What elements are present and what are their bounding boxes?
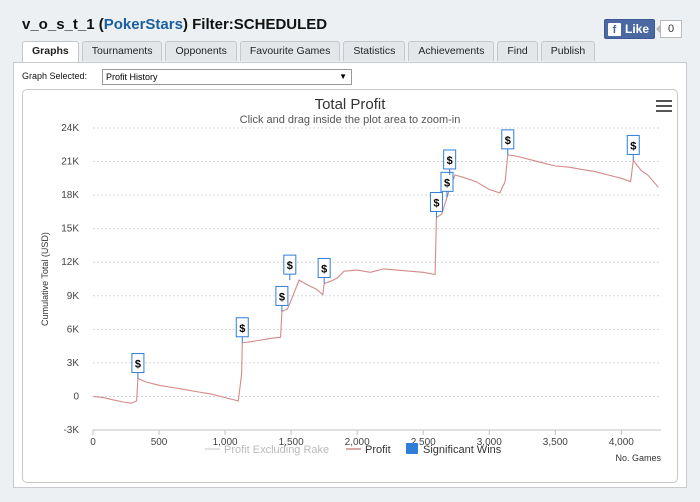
x-axis-ticks: 0 500 1,000 1,500 2,000 2,500 3,000 3,500 4,000 [90, 430, 634, 448]
y-tick-label: 6K [67, 324, 80, 335]
significant-win-flag: $ [317, 257, 331, 284]
x-tick-label: 2,000 [345, 437, 370, 448]
dollar-icon: $ [630, 140, 636, 152]
dollar-icon: $ [444, 177, 450, 189]
graph-select-value: Profit History [106, 72, 158, 82]
flag-box [429, 191, 443, 212]
y-tick-label: 18K [61, 190, 79, 201]
y-tick-label: 12K [61, 257, 79, 268]
like-count: 0 [656, 20, 683, 38]
legend-label: Profit Excluding Rake [224, 444, 329, 456]
significant-win-flag: $ [429, 191, 443, 218]
graphs-panel: Graph Selected: Profit History ▼ Total P… [13, 62, 687, 488]
dropdown-arrow-icon: ▼ [339, 72, 347, 81]
significant-win-flag: $ [443, 149, 457, 175]
y-tick-label: 15K [61, 224, 79, 235]
flag-box [235, 317, 249, 338]
significant-win-flag: $ [275, 285, 289, 312]
flag-box [275, 285, 289, 306]
tab-publish[interactable]: Publish [540, 41, 596, 61]
y-tick-label: 24K [61, 123, 79, 134]
tab-tournaments[interactable]: Tournaments [81, 41, 163, 61]
legend-label: Profit [365, 444, 391, 456]
chart-title: Total Profit [314, 96, 386, 113]
flag-box [283, 254, 297, 275]
facebook-like-widget: f Like 0 [604, 19, 683, 39]
dollar-icon: $ [505, 135, 511, 147]
dollar-icon: $ [135, 359, 141, 371]
x-tick-label: 3,500 [543, 437, 568, 448]
flag-box [317, 257, 331, 278]
x-tick-label: 0 [90, 437, 96, 448]
tab-opponents[interactable]: Opponents [165, 41, 237, 61]
x-tick-label: 500 [151, 437, 168, 448]
dollar-icon: $ [433, 197, 439, 209]
chart-legend: Profit Excluding Rake Profit Significant W… [205, 443, 502, 456]
flag-box [626, 134, 640, 155]
chart-subtitle: Click and drag inside the plot area to z… [239, 114, 461, 126]
legend-label: Significant Wins [423, 444, 502, 456]
graph-select[interactable]: Profit History ▼ [102, 69, 352, 85]
filter-label: Filter:SCHEDULED [192, 16, 328, 33]
significant-wins-markers: $ $ $ $ $ $ $ $ $ $ [131, 129, 640, 379]
flag-box [501, 129, 515, 150]
y-axis-ticks: 24K 21K 18K 15K 12K 9K 6K 3K 0 -3K [61, 123, 79, 436]
page-title: v_o_s_t_1 (PokerStars) Filter:SCHEDULED [22, 16, 328, 33]
significant-win-flag: $ [131, 353, 145, 379]
x-tick-label: 1,000 [213, 437, 238, 448]
dollar-icon: $ [287, 260, 293, 272]
significant-win-flag: $ [283, 254, 297, 281]
flag-box [131, 353, 145, 374]
like-label: Like [625, 22, 650, 36]
significant-win-flag: $ [501, 129, 515, 155]
profit-chart[interactable]: 24K 21K 18K 15K 12K 9K 6K 3K 0 -3K 0 500 1,000 1,500… [23, 90, 677, 482]
legend-item: Profit Excluding Rake [205, 444, 329, 456]
legend-box-symbol [406, 443, 418, 454]
facebook-like-button[interactable]: f Like [604, 19, 656, 39]
graph-select-label: Graph Selected: [22, 71, 88, 81]
y-tick-label: 9K [67, 291, 80, 302]
legend-item: Significant Wins [406, 443, 502, 456]
site-link[interactable]: PokerStars [103, 16, 183, 33]
x-tick-label: 1,500 [279, 437, 304, 448]
tab-find[interactable]: Find [497, 41, 538, 61]
tab-bar: Graphs Tournaments Opponents Favourite G… [22, 41, 596, 63]
chart-container[interactable]: Total Profit Click and drag inside the p… [22, 89, 678, 483]
y-tick-label: 3K [67, 358, 80, 369]
facebook-icon: f [608, 22, 621, 36]
x-axis-name: No. Games [615, 453, 661, 463]
y-tick-label: 0 [73, 391, 79, 402]
grid-lines [93, 127, 661, 431]
x-tick-label: 3,000 [477, 437, 502, 448]
profit-series-line [92, 154, 659, 404]
y-axis-label: Cumulative Total (USD) [40, 232, 50, 326]
tab-graphs[interactable]: Graphs [22, 41, 79, 63]
y-tick-label: 21K [61, 157, 79, 168]
significant-win-flag: $ [235, 317, 249, 343]
dollar-icon: $ [239, 323, 245, 335]
significant-win-flag: $ [626, 134, 640, 161]
x-tick-label: 2,500 [411, 437, 436, 448]
y-tick-label: -3K [63, 425, 79, 436]
player-name: v_o_s_t_1 [22, 16, 95, 33]
tab-statistics[interactable]: Statistics [343, 41, 406, 61]
dollar-icon: $ [279, 291, 285, 303]
dollar-icon: $ [447, 155, 453, 167]
hamburger-menu-icon[interactable] [656, 100, 672, 112]
legend-item: Profit [346, 444, 391, 456]
flag-box [440, 171, 454, 192]
x-tick-label: 4,000 [609, 437, 634, 448]
dollar-icon: $ [321, 263, 327, 275]
flag-box [443, 149, 457, 170]
tab-favourite-games[interactable]: Favourite Games [239, 41, 341, 61]
significant-win-flag: $ [440, 171, 454, 198]
tab-achievements[interactable]: Achievements [408, 41, 495, 61]
